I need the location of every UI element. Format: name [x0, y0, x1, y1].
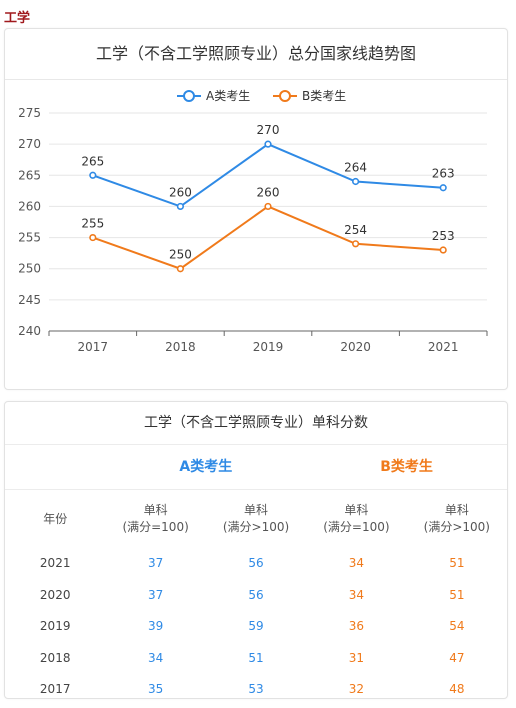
cell-b-100: 34	[348, 556, 365, 571]
data-point	[439, 184, 447, 192]
cell-year: 2021	[39, 556, 71, 571]
column-header-row: 年份 单科 (满分=100) 单科 (满分>100) 单科 (满分=100) 单科 (满…	[5, 490, 507, 548]
cell-b-100: 34	[348, 587, 365, 602]
group-header-row: A类考生 B类考生	[5, 445, 507, 490]
legend-marker	[183, 90, 195, 102]
table-row: 2021 37 56 34 51	[5, 548, 507, 580]
x-tick-label: 2019	[253, 340, 284, 354]
y-tick-label: 260	[18, 199, 41, 213]
cell-a-over100: 56	[248, 587, 264, 602]
y-tick-label: 250	[18, 262, 41, 276]
line-chart: 240 245 250 255 260 265 270 275 2017 2018 2019 2020…	[18, 89, 488, 354]
y-tick-label: 240	[18, 324, 41, 338]
x-tick-label: 2020	[340, 340, 371, 354]
data-point	[264, 202, 272, 211]
data-label: 254	[344, 223, 367, 237]
cell-year: 2017	[39, 682, 71, 697]
data-label: 253	[432, 229, 455, 243]
cell-b-over100: 51	[449, 556, 465, 571]
table-row: 2017 35 53 32 48	[5, 674, 507, 706]
header-a-single-over100: 单科 (满分>100)	[222, 503, 290, 534]
cell-a-100: 37	[147, 587, 164, 602]
data-point	[89, 171, 97, 179]
data-label: 255	[81, 217, 104, 231]
y-tick-label: 275	[18, 106, 41, 120]
chart-title: 工学（不含工学照顾专业）总分国家线趋势图	[5, 29, 507, 80]
data-label: 265	[81, 154, 104, 168]
x-tick-label: 2018	[165, 340, 196, 354]
data-point	[89, 233, 97, 242]
y-tick-label: 270	[18, 137, 41, 151]
page-tag: 工学	[4, 11, 31, 26]
cell-b-over100: 48	[449, 682, 465, 697]
data-label: 264	[344, 161, 367, 175]
cell-year: 2020	[39, 587, 71, 602]
header-year: 年份	[43, 511, 68, 526]
x-tick-label: 2021	[428, 340, 459, 354]
x-tick-label: 2017	[78, 340, 109, 354]
data-point	[439, 246, 447, 254]
cell-b-100: 36	[348, 619, 365, 634]
header-b-single-over100: 单科 (满分>100)	[423, 503, 490, 534]
data-point	[264, 140, 272, 148]
data-point	[176, 202, 184, 211]
data-label: 250	[169, 248, 192, 262]
data-label: 260	[169, 185, 192, 199]
y-tick-label: 255	[18, 231, 41, 245]
y-tick-label: 265	[18, 168, 41, 182]
cell-a-over100: 53	[248, 682, 264, 697]
cell-b-100: 31	[348, 650, 365, 665]
group-spacer	[5, 445, 105, 489]
cell-a-over100: 56	[248, 556, 264, 571]
chart-card: 工学（不含工学照顾专业）总分国家线趋势图 240 245 250 255 260 265 2…	[4, 28, 508, 390]
cell-b-over100: 47	[449, 650, 465, 665]
cell-b-over100: 54	[449, 619, 465, 634]
cell-b-over100: 51	[449, 587, 465, 602]
score-table-card: 工学（不含工学照顾专业）单科分数 A类考生 B类考生 年份 单科 (满分=100)…	[4, 401, 508, 699]
cell-b-100: 32	[348, 682, 365, 697]
group-b-label: B类考生	[380, 459, 433, 475]
cell-a-100: 34	[147, 650, 164, 665]
table-body: 2021 37 56 34 51 2020 37 56 34 51 2019 3…	[5, 548, 507, 706]
cell-a-100: 39	[147, 619, 164, 634]
group-a-label: A类考生	[179, 459, 233, 475]
cell-year: 2018	[39, 650, 71, 665]
cell-a-over100: 51	[248, 650, 264, 665]
legend-marker	[279, 90, 291, 102]
table-row: 2018 34 51 31 47	[5, 643, 507, 675]
data-point	[352, 177, 360, 186]
data-label: 260	[257, 185, 280, 199]
table-title: 工学（不含工学照顾专业）单科分数	[5, 402, 507, 445]
data-label: 263	[432, 167, 455, 181]
data-label: 270	[257, 123, 280, 137]
header-b-single-100: 单科 (满分=100)	[323, 503, 390, 534]
table-row: 2019 39 59 36 54	[5, 611, 507, 643]
data-point	[352, 240, 360, 248]
cell-a-over100: 59	[248, 619, 264, 634]
header-a-single-100: 单科 (满分=100)	[122, 503, 189, 534]
table-row: 2020 37 56 34 51	[5, 580, 507, 612]
cell-a-100: 35	[147, 682, 164, 697]
y-tick-label: 245	[18, 293, 41, 307]
data-point	[176, 265, 184, 273]
legend-label: A类考生	[206, 89, 250, 103]
cell-a-100: 37	[147, 556, 164, 571]
legend-label: B类考生	[302, 89, 346, 103]
cell-year: 2019	[39, 619, 71, 634]
